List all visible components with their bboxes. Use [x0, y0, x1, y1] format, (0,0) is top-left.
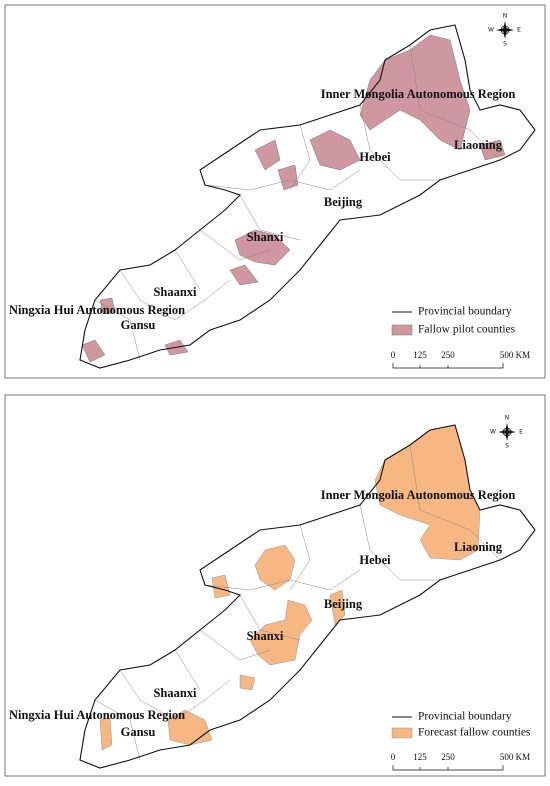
region-label: Liaoning	[454, 540, 503, 554]
scale-label: 125	[413, 350, 427, 360]
region-label: Shanxi	[247, 629, 284, 643]
region-label: Inner Mongolia Autonomous Region	[321, 87, 516, 101]
panel-frame	[4, 4, 546, 379]
scale-bar	[392, 363, 504, 369]
legend-swatch	[391, 324, 413, 336]
region-label: Beijing	[324, 195, 363, 209]
compass-letter: N	[505, 415, 510, 422]
fallow-counties	[81, 34, 506, 363]
legend-text: Provincial boundary	[418, 306, 512, 318]
compass-letter: S	[505, 443, 509, 450]
compass-letter: W	[488, 27, 494, 34]
scale-label: 125	[413, 752, 427, 762]
region-label: Liaoning	[454, 138, 503, 152]
legend-text: Fallow pilot counties	[418, 324, 516, 336]
region-label: Gansu	[121, 725, 156, 739]
scale-bar	[392, 765, 504, 771]
region-label: Hebei	[359, 553, 391, 567]
forecast-counties	[99, 424, 481, 751]
region-label: Hebei	[359, 150, 391, 164]
scale-label: 0	[391, 752, 396, 762]
scale-label: 500 KM	[500, 350, 530, 360]
region-label: Gansu	[121, 318, 156, 332]
scale-label: 250	[441, 350, 455, 360]
scale-label: 250	[441, 752, 455, 762]
compass-letter: E	[517, 27, 521, 34]
legend-text: Forecast fallow counties	[418, 727, 531, 739]
scale-label: 0	[391, 350, 396, 360]
region-label: Beijing	[324, 597, 363, 611]
region-label: Shaanxi	[153, 686, 197, 700]
region-label: Shaanxi	[153, 285, 197, 299]
compass-letter: S	[503, 41, 507, 48]
compass-letter: N	[503, 13, 508, 20]
legend-swatch	[391, 727, 413, 739]
map-panel: Inner Mongolia Autonomous Region Liaonin…	[4, 4, 546, 379]
region-label: Shanxi	[247, 230, 284, 244]
scale-label: 500 KM	[500, 752, 530, 762]
region-label: Inner Mongolia Autonomous Region	[321, 488, 516, 502]
compass-letter: W	[490, 429, 496, 436]
region-label: Ningxia Hui Autonomous Region	[9, 708, 185, 722]
compass-letter: E	[519, 429, 523, 436]
region-label: Ningxia Hui Autonomous Region	[9, 303, 185, 317]
map-panel: Inner Mongolia Autonomous Region Liaonin…	[4, 394, 546, 777]
legend-text: Provincial boundary	[418, 711, 512, 723]
